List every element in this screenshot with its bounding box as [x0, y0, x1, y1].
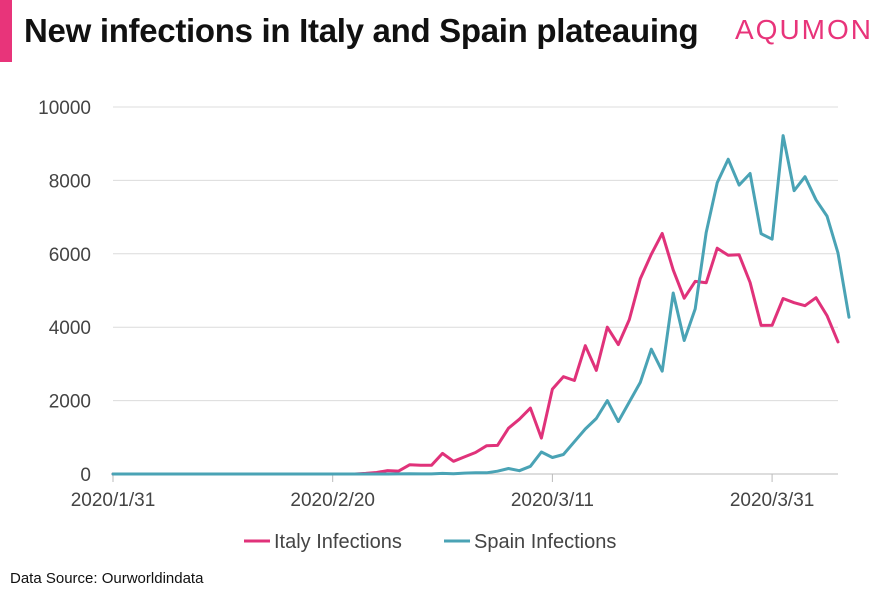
y-tick-label: 10000: [38, 98, 91, 119]
data-source-note: Data Source: Ourworldindata: [10, 570, 204, 587]
legend: Italy Infections Spain Infections: [244, 531, 616, 553]
series-line-italy: [111, 231, 840, 476]
brand-logo: AQUMON: [735, 14, 873, 45]
y-tick-label: 8000: [49, 171, 91, 192]
x-tick-label: 2020/3/31: [730, 490, 815, 511]
legend-label: Italy Infections: [274, 531, 402, 553]
accent-bar: [0, 0, 12, 62]
x-tick-label: 2020/1/31: [71, 490, 156, 511]
y-tick-label: 2000: [49, 392, 91, 413]
series-layer: [111, 134, 851, 476]
y-tick-label: 4000: [49, 318, 91, 339]
line-chart: 0 2000 4000 6000 8000 10000 2020/1/31 2020/2/2…: [38, 98, 851, 553]
x-tick-label: 2020/3/11: [511, 490, 594, 511]
legend-label: Spain Infections: [474, 531, 616, 553]
x-tick-label: 2020/2/20: [290, 490, 375, 511]
x-axis: 2020/1/31 2020/2/20 2020/3/11 2020/3/31: [71, 473, 838, 511]
y-tick-label: 6000: [49, 245, 91, 266]
series-line-spain: [111, 134, 851, 476]
y-tick-label: 0: [80, 465, 91, 486]
y-axis: 0 2000 4000 6000 8000 10000: [38, 98, 91, 486]
chart-title: New infections in Italy and Spain platea…: [24, 12, 699, 49]
